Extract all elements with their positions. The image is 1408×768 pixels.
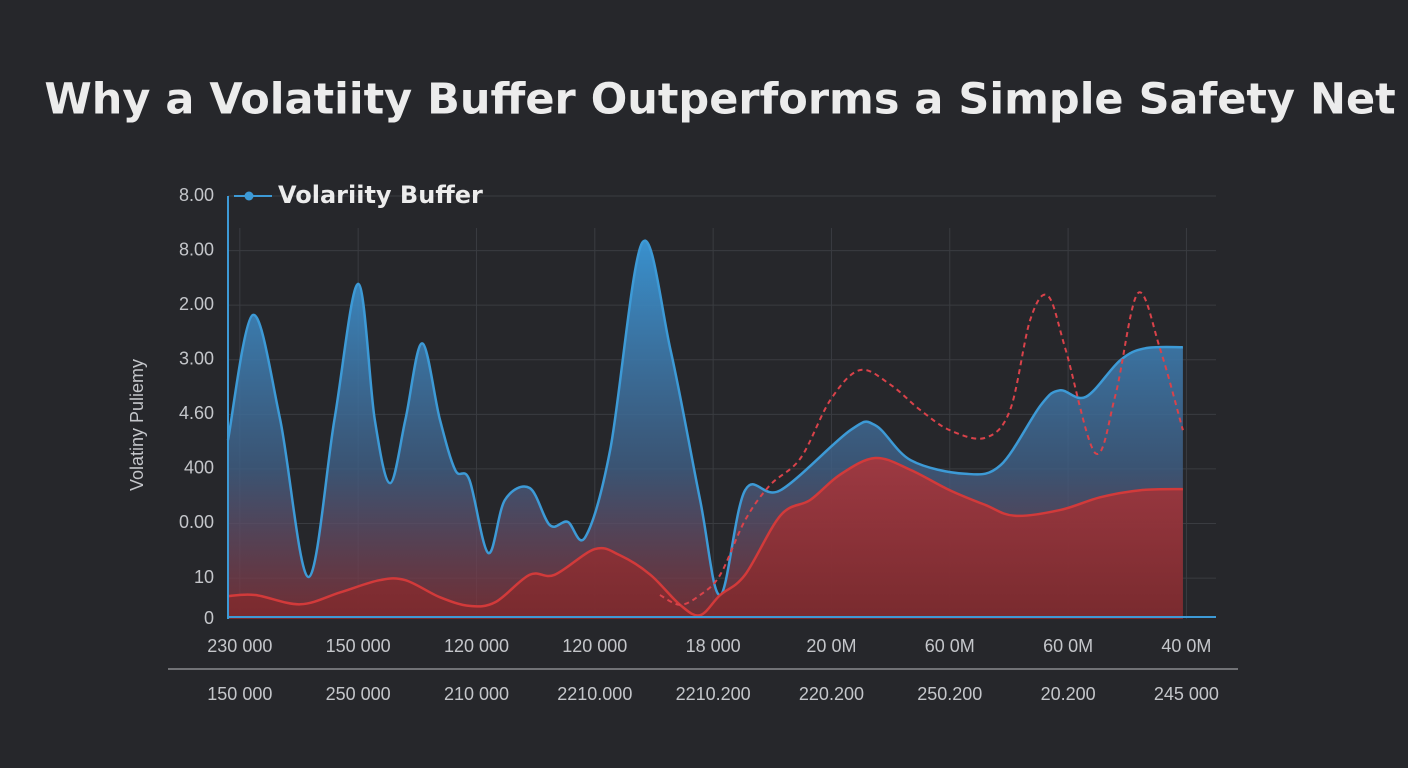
y-axis-label: Volatiny Puliemy xyxy=(127,359,147,491)
y-tick-label: 0 xyxy=(204,608,214,628)
x-tick-label: 60 0M xyxy=(1043,636,1093,656)
x-tick-label-secondary: 250 000 xyxy=(326,684,391,704)
legend-label: Volariity Buffer xyxy=(278,181,483,209)
y-tick-label: 4.60 xyxy=(179,403,214,423)
area-line xyxy=(227,456,1183,617)
y-tick-label: 10 xyxy=(194,567,214,587)
x-tick-label-secondary: 250.200 xyxy=(917,684,982,704)
x-tick-label: 40 0M xyxy=(1161,636,1211,656)
y-tick-label: 3.00 xyxy=(179,348,214,368)
y-tick-label: 400 xyxy=(184,458,214,478)
x-tick-label: 150 000 xyxy=(326,636,391,656)
x-tick-label-secondary: 150 000 xyxy=(207,684,272,704)
x-tick-label-secondary: 220.200 xyxy=(799,684,864,704)
y-tick-label: 8.00 xyxy=(179,239,214,259)
y-tick-label: 2.00 xyxy=(179,294,214,314)
y-tick-label: 0.00 xyxy=(179,512,214,532)
x-tick-label: 120 000 xyxy=(444,636,509,656)
x-tick-label-secondary: 2210.200 xyxy=(676,684,751,704)
x-tick-label-secondary: 20.200 xyxy=(1041,684,1096,704)
x-tick-label: 60 0M xyxy=(925,636,975,656)
dashed-line xyxy=(659,291,1184,606)
x-tick-label: 20 0M xyxy=(806,636,856,656)
x-tick-label-secondary: 210 000 xyxy=(444,684,509,704)
legend-marker xyxy=(244,191,254,201)
area-line xyxy=(226,239,1183,597)
x-tick-label: 230 000 xyxy=(207,636,272,656)
x-tick-label: 120 000 xyxy=(562,636,627,656)
x-tick-label: 18 000 xyxy=(686,636,741,656)
area-fill xyxy=(228,457,1183,619)
chart-title: Why a Volatiity Buffer Outperforms a Sim… xyxy=(44,75,1395,125)
y-tick-label: 8.00 xyxy=(179,185,214,205)
x-tick-label-secondary: 245 000 xyxy=(1154,684,1219,704)
x-tick-label-secondary: 2210.000 xyxy=(557,684,632,704)
